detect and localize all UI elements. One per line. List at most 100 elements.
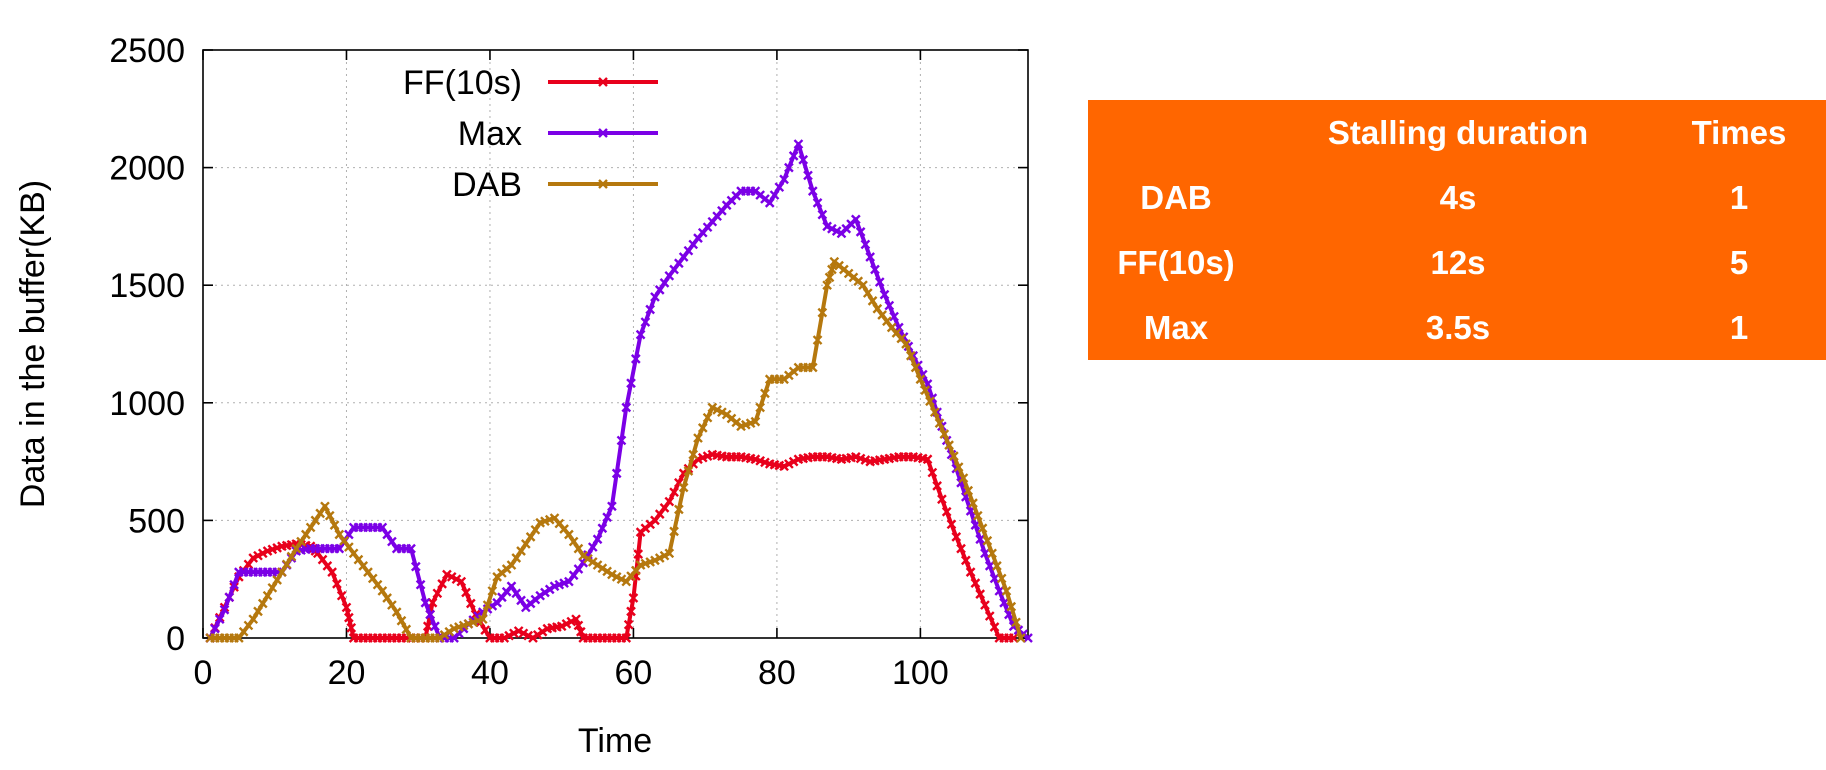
data-point xyxy=(645,304,656,315)
marker-stroke xyxy=(248,553,259,563)
marker-stroke xyxy=(640,317,651,327)
data-point xyxy=(817,307,828,318)
data-point xyxy=(798,154,809,165)
marker-stroke xyxy=(862,288,873,298)
marker-stroke xyxy=(855,227,866,237)
marker-stroke xyxy=(329,520,340,530)
marker-stroke xyxy=(344,542,354,552)
marker-stroke xyxy=(860,455,871,465)
marker-stroke xyxy=(592,534,603,545)
data-point xyxy=(568,536,579,547)
data-point xyxy=(989,573,1000,584)
marker-stroke xyxy=(598,179,608,189)
marker-stroke xyxy=(970,520,981,530)
marker-stroke xyxy=(442,569,452,580)
data-point xyxy=(628,593,639,603)
marker-stroke xyxy=(286,551,297,562)
marker-stroke xyxy=(516,546,526,556)
marker-stroke xyxy=(798,154,809,165)
data-point xyxy=(296,536,306,547)
data-point xyxy=(564,529,574,540)
data-point xyxy=(633,549,644,559)
marker-stroke xyxy=(915,374,926,385)
data-point xyxy=(874,277,885,287)
data-point xyxy=(248,614,259,625)
data-point xyxy=(984,561,995,571)
marker-stroke xyxy=(987,548,997,559)
marker-stroke xyxy=(664,548,675,559)
marker-stroke xyxy=(229,579,239,590)
data-point xyxy=(329,520,340,530)
marker-stroke xyxy=(341,602,352,613)
marker-stroke xyxy=(726,413,737,424)
data-point xyxy=(654,285,665,295)
data-point xyxy=(1006,601,1017,612)
marker-stroke xyxy=(511,553,522,563)
marker-stroke xyxy=(219,604,230,615)
marker-stroke xyxy=(372,579,383,590)
x-tick-label: 20 xyxy=(328,654,366,692)
marker-stroke xyxy=(645,304,656,315)
marker-stroke xyxy=(965,567,976,577)
marker-stroke xyxy=(425,609,436,620)
marker-stroke xyxy=(755,455,766,466)
data-point xyxy=(430,621,440,632)
marker-stroke xyxy=(992,561,1002,571)
marker-stroke xyxy=(750,454,761,465)
data-point xyxy=(320,501,330,512)
data-point xyxy=(769,190,780,200)
marker-stroke xyxy=(870,264,880,275)
data-point xyxy=(650,292,660,302)
marker-stroke xyxy=(850,452,861,462)
marker-stroke xyxy=(480,625,491,636)
data-point xyxy=(602,512,612,523)
table-cell-times: 1 xyxy=(1729,308,1749,346)
data-point xyxy=(975,534,986,545)
marker-stroke xyxy=(793,139,804,149)
series-line-dab xyxy=(210,259,1023,640)
marker-stroke xyxy=(556,621,567,632)
marker-stroke xyxy=(621,402,632,413)
marker-stroke xyxy=(884,300,895,311)
data-point xyxy=(324,510,335,521)
marker-stroke xyxy=(949,451,959,461)
marker-stroke xyxy=(427,597,438,608)
legend-marker-ff-10s xyxy=(598,77,608,87)
marker-stroke xyxy=(630,354,641,364)
data-point xyxy=(905,350,916,361)
table-header-times: Times xyxy=(1691,113,1787,151)
x-tick-label: 40 xyxy=(471,654,509,692)
data-point xyxy=(286,551,297,562)
data-point xyxy=(784,162,794,173)
marker-stroke xyxy=(989,622,1000,632)
data-point xyxy=(401,624,412,635)
marker-stroke xyxy=(750,416,761,427)
data-point xyxy=(963,485,974,496)
data-point xyxy=(556,621,567,632)
data-point xyxy=(573,620,584,631)
table-cell-method: DAB xyxy=(1140,178,1212,216)
marker-stroke xyxy=(674,504,684,515)
marker-stroke xyxy=(984,611,995,621)
data-point xyxy=(1011,617,1021,628)
marker-stroke xyxy=(937,494,947,505)
data-point xyxy=(944,440,954,450)
data-point xyxy=(387,600,397,610)
data-point xyxy=(855,227,866,237)
data-point xyxy=(996,573,1007,584)
marker-stroke xyxy=(865,252,876,262)
data-point xyxy=(597,523,608,534)
data-point xyxy=(573,543,584,554)
data-point xyxy=(611,468,622,479)
marker-stroke xyxy=(344,612,354,623)
marker-stroke xyxy=(984,561,995,571)
marker-stroke xyxy=(760,457,770,468)
marker-stroke xyxy=(616,435,627,446)
table-cell-method: Max xyxy=(1143,308,1209,346)
marker-stroke xyxy=(561,619,572,629)
marker-stroke xyxy=(616,574,627,585)
marker-stroke xyxy=(927,467,938,478)
marker-stroke xyxy=(320,501,330,512)
data-point xyxy=(980,548,990,559)
data-point xyxy=(750,416,761,427)
